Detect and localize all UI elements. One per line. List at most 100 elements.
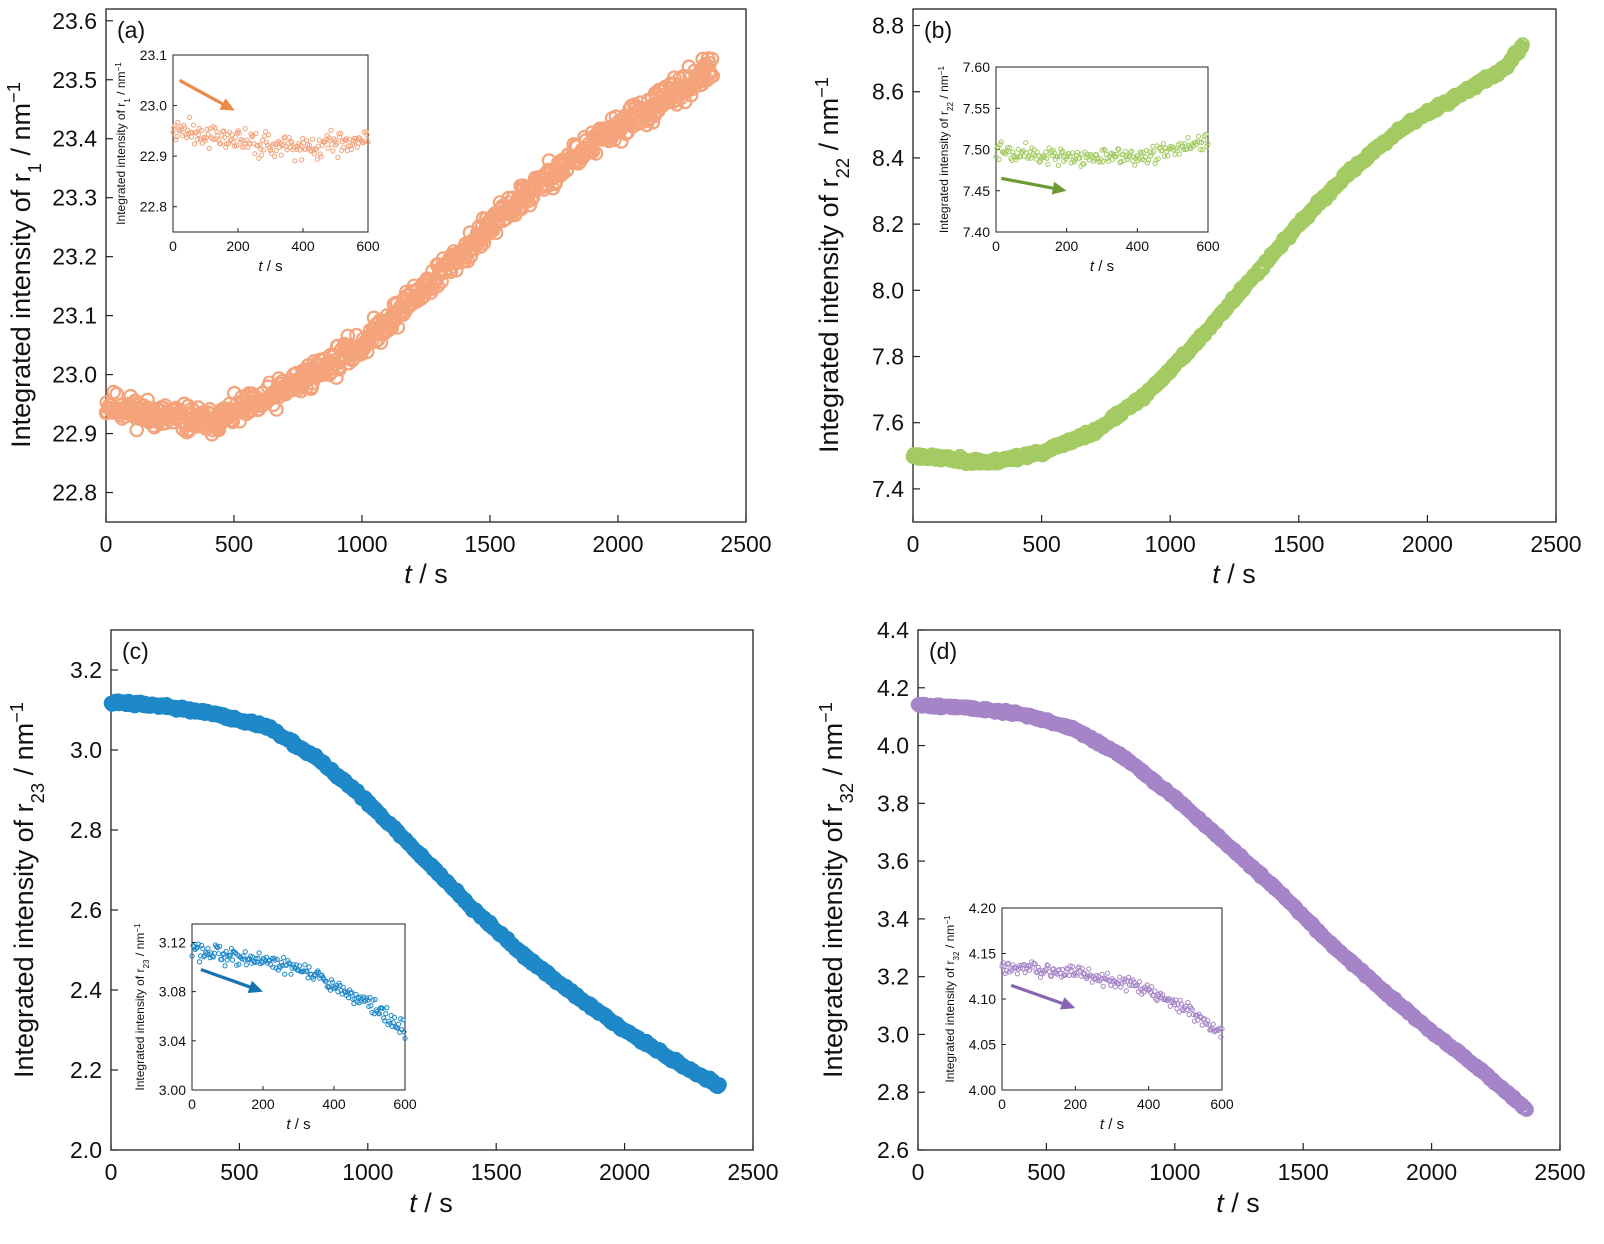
inset-data-point (220, 951, 226, 958)
inset-y-tick-label: 4.20 (969, 900, 996, 916)
inset-y-tick-label: 4.00 (969, 1082, 996, 1098)
inset-data-point (383, 1011, 389, 1017)
inset-data-point (1086, 966, 1092, 972)
inset-x-axis-title: t / s (286, 1116, 310, 1133)
inset-plot: 0 200 400 600 3.00 3.04 3.08 3.12 t / s Integrate… (133, 923, 417, 1133)
inset-data-point (1189, 1007, 1195, 1013)
inset-y-tick-label: 3.04 (159, 1033, 186, 1049)
inset-data-point (289, 139, 295, 145)
y-tick-label: 2.6 (70, 897, 102, 923)
inset-data-point (258, 146, 264, 152)
inset-data-point (341, 144, 347, 150)
inset-data-point (270, 964, 276, 970)
inset-data-point (1167, 1003, 1173, 1009)
inset-data-point (1035, 964, 1041, 970)
inset-data-point (263, 129, 269, 135)
y-tick-label: 7.4 (872, 476, 904, 502)
inset-data-point (1132, 162, 1138, 168)
inset-data-point (281, 955, 287, 961)
inset-data-point (243, 962, 249, 968)
inset-data-point (323, 978, 329, 984)
inset-plot: 0 200 400 600 7.40 7.45 7.50 7.55 7.60 t / s Integ… (937, 59, 1220, 275)
inset-data-point (330, 979, 336, 985)
inset-y-axis-title: Integrated intensity of r32 / nm−1 (943, 915, 961, 1083)
inset-data-point (295, 143, 301, 149)
data-series (905, 37, 1530, 472)
inset-data-point (1176, 1009, 1182, 1015)
inset-x-tick-label: 0 (992, 238, 1000, 254)
inset-data-point (1148, 153, 1154, 159)
chart-panel-c: 0 500 1000 1500 2000 25002.02.22.42.62.83.03.… (6, 629, 779, 1218)
y-tick-label: 23.0 (52, 362, 97, 388)
inset-data-point (1023, 140, 1029, 146)
inset-data-point (1105, 970, 1111, 976)
inset-data-point (201, 134, 207, 141)
inset-data-point (260, 137, 266, 143)
inset-data-point (1118, 159, 1124, 165)
inset-data-point (229, 957, 236, 963)
inset-data-point (1114, 151, 1120, 157)
inset-data-point (212, 125, 218, 131)
inset-data-point (301, 968, 307, 974)
plot-frame (110, 629, 754, 1151)
x-tick-label: 2000 (1402, 531, 1453, 557)
x-tick-label: 0 (907, 531, 920, 557)
inset-data-point (350, 996, 356, 1002)
inset-data-point (1190, 1012, 1197, 1018)
inset-data-point (183, 131, 189, 137)
inset-data-point (1146, 157, 1152, 163)
inset-data-point (213, 944, 220, 950)
inset-data-point (365, 139, 371, 145)
inset-y-tick-label: 7.60 (963, 59, 990, 75)
inset-data-point (1037, 158, 1044, 164)
inset-data-point (297, 963, 303, 969)
y-tick-label: 7.8 (872, 344, 904, 370)
inset-data-point (205, 945, 211, 952)
inset-data-point (1014, 971, 1021, 977)
inset-data-point (1092, 156, 1098, 162)
inset-y-tick-label: 3.12 (159, 934, 186, 950)
inset-data-point (1045, 161, 1051, 167)
inset-data-point (194, 136, 200, 143)
inset-data-point (1004, 961, 1011, 967)
inset-data-point (1100, 983, 1106, 990)
x-tick-label: 0 (100, 531, 113, 557)
inset-data-point (1026, 967, 1033, 973)
inset-data-point (362, 138, 368, 144)
inset-data-point (1075, 149, 1081, 155)
inset-data-point (1067, 963, 1073, 969)
inset-data-point (1116, 146, 1122, 152)
inset-data-point (182, 125, 188, 131)
inset-data-point (1121, 979, 1127, 985)
inset-data-point (1195, 133, 1202, 139)
inset-data-point (1136, 979, 1143, 985)
y-tick-label: 4.2 (877, 675, 909, 701)
inset-data-point (172, 123, 178, 129)
inset-data-point (175, 119, 181, 125)
inset-data-point (1151, 148, 1157, 155)
data-point (705, 68, 720, 84)
inset-data-point (348, 146, 354, 152)
inset-data-point (190, 122, 197, 128)
inset-data-point (1172, 1002, 1178, 1008)
inset-x-tick-label: 600 (1210, 1096, 1234, 1112)
inset-data-point (1088, 973, 1094, 979)
inset-data-point (268, 150, 275, 156)
inset-data-point (264, 139, 270, 145)
inset-data-point (304, 969, 310, 975)
inset-data-point (261, 147, 267, 153)
y-axis-title: Integrated intensity of r32 / nm−1 (815, 702, 857, 1078)
inset-data-point (1069, 964, 1076, 970)
inset-x-tick-label: 400 (322, 1096, 346, 1112)
y-tick-label: 23.3 (52, 185, 97, 211)
inset-data-point (231, 143, 237, 149)
data-series (103, 693, 727, 1094)
x-tick-label: 2000 (592, 531, 643, 557)
inset-data-point (1032, 961, 1038, 967)
panel-label: (a) (117, 17, 145, 43)
inset-x-tick-label: 600 (356, 238, 380, 254)
panel-label: (d) (929, 638, 957, 664)
y-tick-label: 8.4 (872, 145, 904, 171)
x-tick-label: 2500 (727, 1159, 778, 1185)
inset-data-point (1128, 149, 1134, 155)
